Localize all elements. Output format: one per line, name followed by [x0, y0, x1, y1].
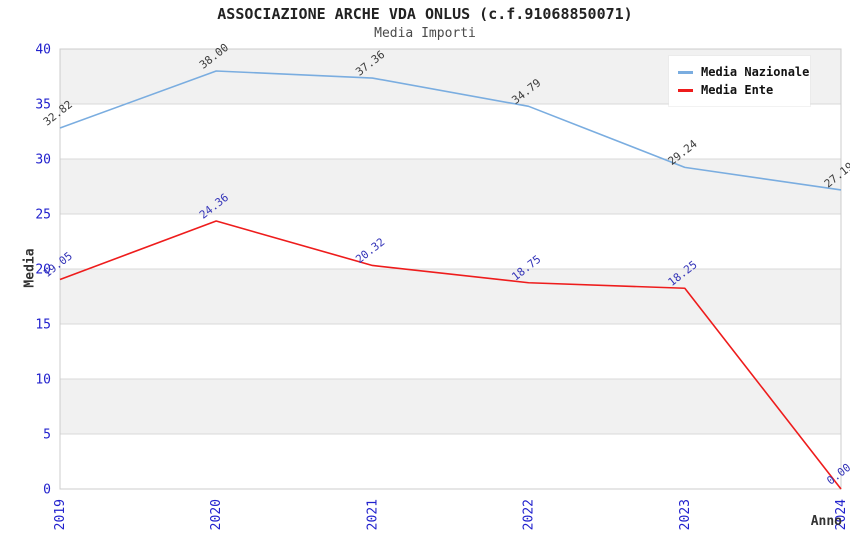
legend: Media Nazionale Media Ente: [669, 56, 810, 106]
x-tick-label: 2023: [678, 499, 693, 530]
x-tick-label: 2019: [53, 499, 68, 530]
series-line-0: [59, 70, 842, 191]
y-tick-label: 40: [35, 43, 51, 58]
y-tick-label: 5: [43, 428, 51, 443]
plot-band: [60, 379, 841, 434]
plot-band: [60, 159, 841, 214]
x-axis-title: Anno: [810, 514, 842, 529]
plot-band: [60, 269, 841, 324]
legend-item-media-nazionale: Media Nazionale: [678, 63, 810, 81]
point-label: 20.32: [353, 235, 387, 266]
series-line-marker-red: [678, 88, 693, 92]
x-tick-label: 2024: [834, 499, 849, 530]
plot-border: [59, 48, 842, 490]
chart-subtitle: Media Importi: [374, 26, 476, 41]
x-tick-label: 2022: [522, 499, 537, 530]
legend-label: Media Ente: [701, 83, 774, 97]
y-tick-label: 20: [35, 263, 51, 278]
series-line-1: [59, 220, 842, 490]
chart-title: ASSOCIAZIONE ARCHE VDA ONLUS (c.f.910688…: [217, 5, 633, 23]
y-tick-label: 0: [43, 483, 51, 498]
x-tick-label: 2020: [209, 499, 224, 530]
y-tick-label: 30: [35, 153, 51, 168]
y-tick-label: 10: [35, 373, 51, 388]
point-label: 0.00: [824, 461, 850, 488]
legend-item-media-ente: Media Ente: [678, 81, 810, 99]
series-line-marker-blue: [678, 70, 693, 74]
y-tick-label: 25: [35, 208, 51, 223]
legend-label: Media Nazionale: [701, 65, 810, 79]
y-tick-label: 35: [35, 98, 51, 113]
y-tick-label: 15: [35, 318, 51, 333]
x-tick-label: 2021: [365, 499, 380, 530]
